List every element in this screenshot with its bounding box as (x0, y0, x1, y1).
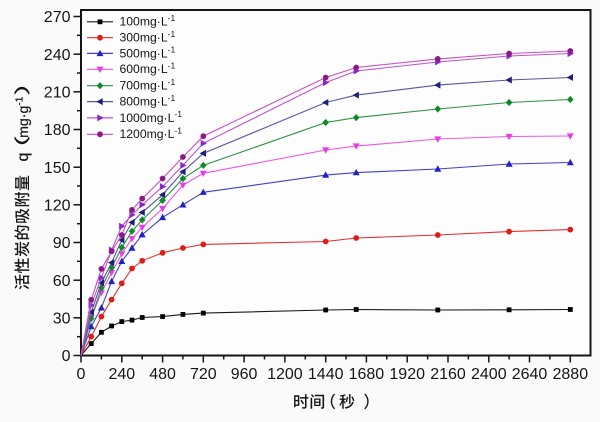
svg-text:0: 0 (77, 366, 86, 383)
svg-text:1920: 1920 (389, 366, 425, 383)
svg-text:270: 270 (44, 9, 71, 26)
svg-text:300mg·L-1: 300mg·L-1 (120, 29, 176, 45)
svg-text:500mg·L-1: 500mg·L-1 (120, 45, 176, 61)
svg-text:700mg·L-1: 700mg·L-1 (120, 77, 176, 93)
svg-text:60: 60 (53, 273, 71, 290)
svg-text:mg·g-1: mg·g-1 (15, 96, 33, 138)
svg-text:1200: 1200 (267, 366, 303, 383)
svg-text:600mg·L-1: 600mg·L-1 (120, 61, 176, 77)
svg-text:1200mg·L-1: 1200mg·L-1 (120, 126, 183, 142)
svg-text:240: 240 (44, 47, 71, 64)
svg-text:180: 180 (44, 122, 71, 139)
svg-text:1680: 1680 (349, 366, 385, 383)
svg-text:2880: 2880 (553, 366, 589, 383)
svg-text:100mg·L-1: 100mg·L-1 (120, 13, 176, 29)
svg-text:2640: 2640 (512, 366, 548, 383)
svg-text:30: 30 (53, 310, 71, 327)
svg-text:0: 0 (62, 348, 71, 365)
svg-text:q: q (15, 153, 32, 162)
svg-text:90: 90 (53, 235, 71, 252)
svg-text:2160: 2160 (430, 366, 466, 383)
svg-text:960: 960 (231, 366, 258, 383)
svg-text:1000mg·L-1: 1000mg·L-1 (120, 109, 183, 125)
svg-text:240: 240 (108, 366, 135, 383)
svg-text:720: 720 (190, 366, 217, 383)
svg-text:2400: 2400 (471, 366, 507, 383)
svg-text:150: 150 (44, 160, 71, 177)
svg-text:120: 120 (44, 197, 71, 214)
svg-text:1440: 1440 (308, 366, 344, 383)
svg-text:480: 480 (149, 366, 176, 383)
svg-text:800mg·L-1: 800mg·L-1 (120, 93, 176, 109)
svg-text:210: 210 (44, 84, 71, 101)
